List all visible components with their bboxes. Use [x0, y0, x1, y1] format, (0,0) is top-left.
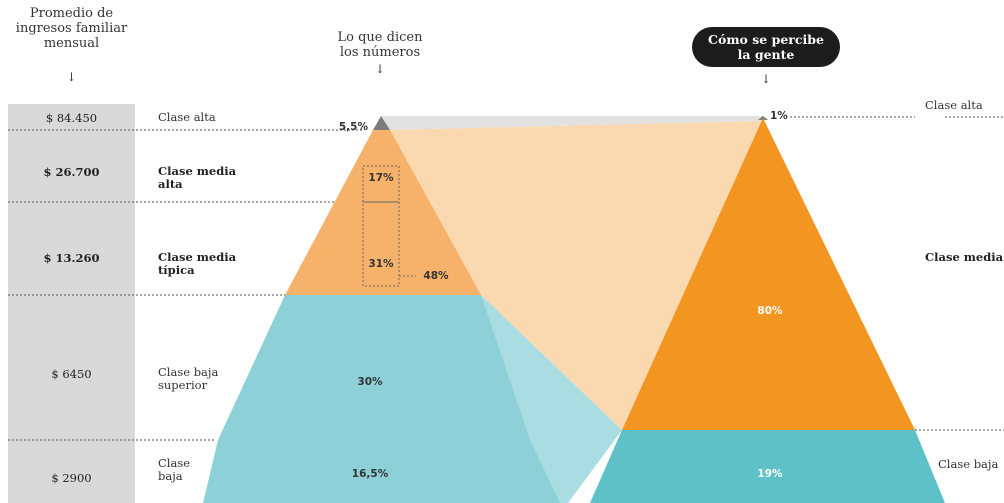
pct-media-total: 48%	[423, 270, 449, 282]
numbers-header: Lo que dicen los números	[337, 30, 423, 60]
pct-media-tipica: 31%	[368, 258, 394, 270]
class-label-baja-superior: Clase baja superior	[158, 365, 219, 392]
pct-media-alta: 17%	[368, 172, 394, 184]
perception-baja-segment	[590, 430, 945, 503]
pyramid-alta-segment	[373, 116, 390, 130]
income-value-baja-superior: $ 6450	[51, 367, 92, 381]
connector-media	[386, 121, 763, 430]
income-value-media-alta: $ 26.700	[43, 165, 100, 179]
pct-perception-alta: 1%	[770, 110, 788, 122]
class-label-alta: Clase alta	[158, 110, 216, 124]
pyramid-baja-segment	[203, 440, 560, 503]
perception-arrow-icon: ↓	[760, 72, 772, 86]
class-label-media-alta: Clase media alta	[158, 164, 237, 191]
income-value-media-tipica: $ 13.260	[43, 251, 100, 265]
income-header: Promedio de ingresos familiar mensual	[15, 6, 128, 51]
bracket-media-tipica	[362, 201, 400, 287]
perception-label-alta: Clase alta	[925, 98, 983, 112]
class-label-baja: Clase baja	[158, 456, 191, 483]
pct-perception-media: 80%	[757, 305, 783, 317]
pct-alta: 5,5%	[338, 121, 368, 133]
pyramid-media-segment	[285, 130, 481, 295]
perception-label-baja: Clase baja	[938, 457, 999, 471]
perception-media-segment	[622, 118, 915, 430]
numbers-arrow-icon: ↓	[374, 62, 386, 76]
pct-perception-baja: 19%	[757, 468, 783, 480]
pct-baja-superior: 30%	[357, 376, 383, 388]
income-value-alta: $ 84.450	[45, 111, 98, 125]
class-label-media-tipica: Clase media típica	[158, 250, 237, 277]
pct-baja: 16,5%	[351, 468, 389, 480]
pyramid-baja-superior-segment	[218, 295, 530, 440]
connector-alta	[381, 116, 763, 130]
income-value-baja: $ 2900	[51, 471, 92, 485]
income-arrow-icon: ↓	[66, 70, 77, 84]
perception-label-media: Clase media	[925, 250, 1004, 264]
perception-header: Cómo se percibe la gente	[692, 27, 840, 67]
income-column	[8, 104, 135, 503]
